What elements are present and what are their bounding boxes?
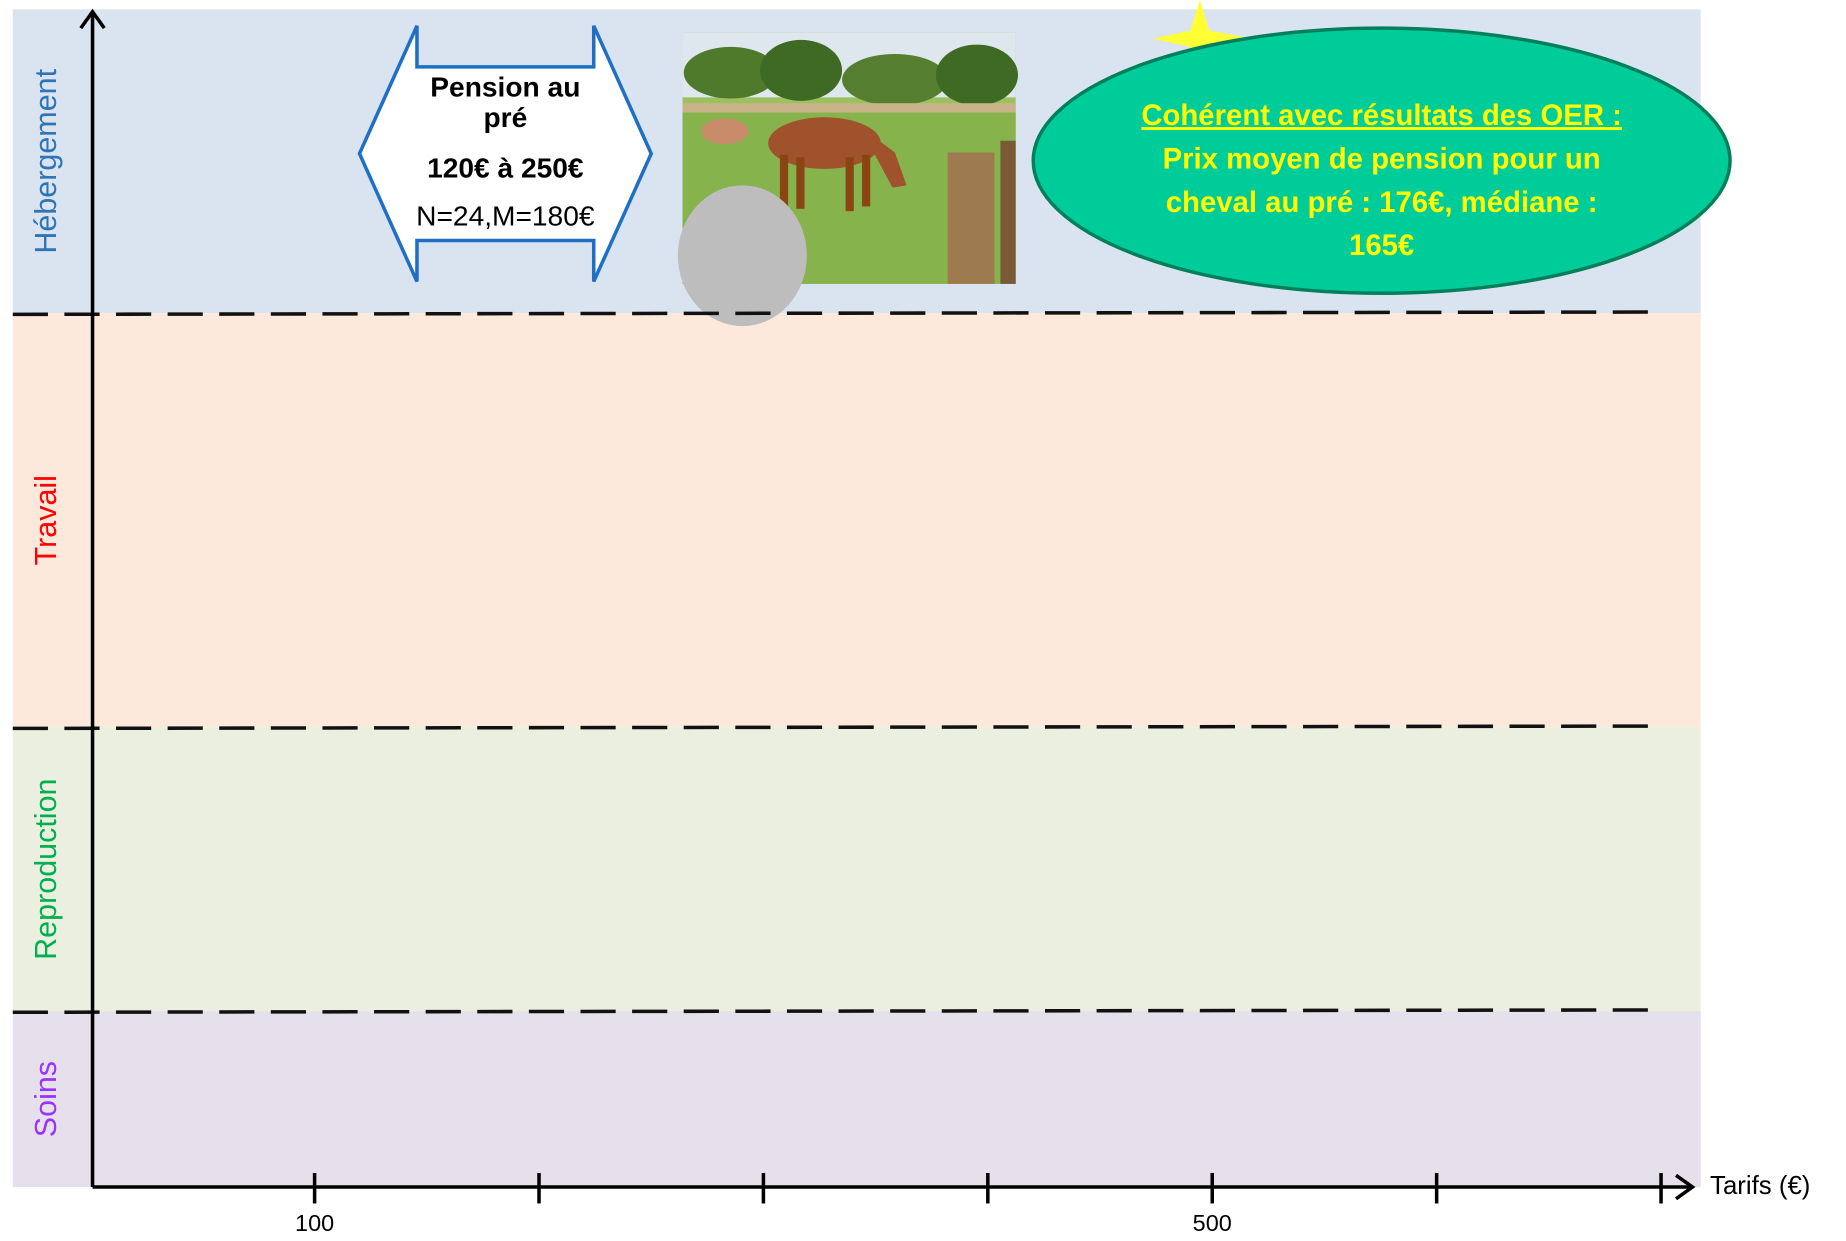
callout-text: Cohérent avec résultats des OER : [1141,99,1622,132]
band [12,313,1701,728]
category-label: Travail [29,475,63,565]
layer: Hébergement Travail Reproduction Soins Tarif… [12,8,1810,1236]
x-tick-label: 100 [295,1210,334,1236]
range-title: Pension au [430,72,580,103]
callout [1031,26,1732,296]
range-label: 120€ à 250€ [427,153,584,184]
band-divider [12,1008,1664,1015]
star [1152,0,1253,83]
category-label: Hébergement [29,68,63,253]
x-axis-label: Tarifs (€) [1710,1172,1810,1200]
range-stats: N=24,M=180€ [416,201,595,232]
category-label: Soins [29,1061,63,1137]
band [12,727,1701,1012]
y-axis-arrow [79,8,106,30]
x-axis-arrow [1675,1173,1696,1201]
callout-text: Prix moyen de pension pour un [1163,142,1601,175]
range-title: pré [483,102,527,133]
callout-text: 165€ [1349,229,1414,262]
band-divider [12,724,1664,731]
band-divider [12,310,1664,317]
band [12,1011,1701,1188]
category-label: Reproduction [29,778,63,959]
range-arrow [357,25,654,283]
x-tick-label: 500 [1193,1210,1232,1236]
callout-text: cheval au pré : 176€, médiane : [1166,186,1598,219]
photo [677,32,1019,327]
